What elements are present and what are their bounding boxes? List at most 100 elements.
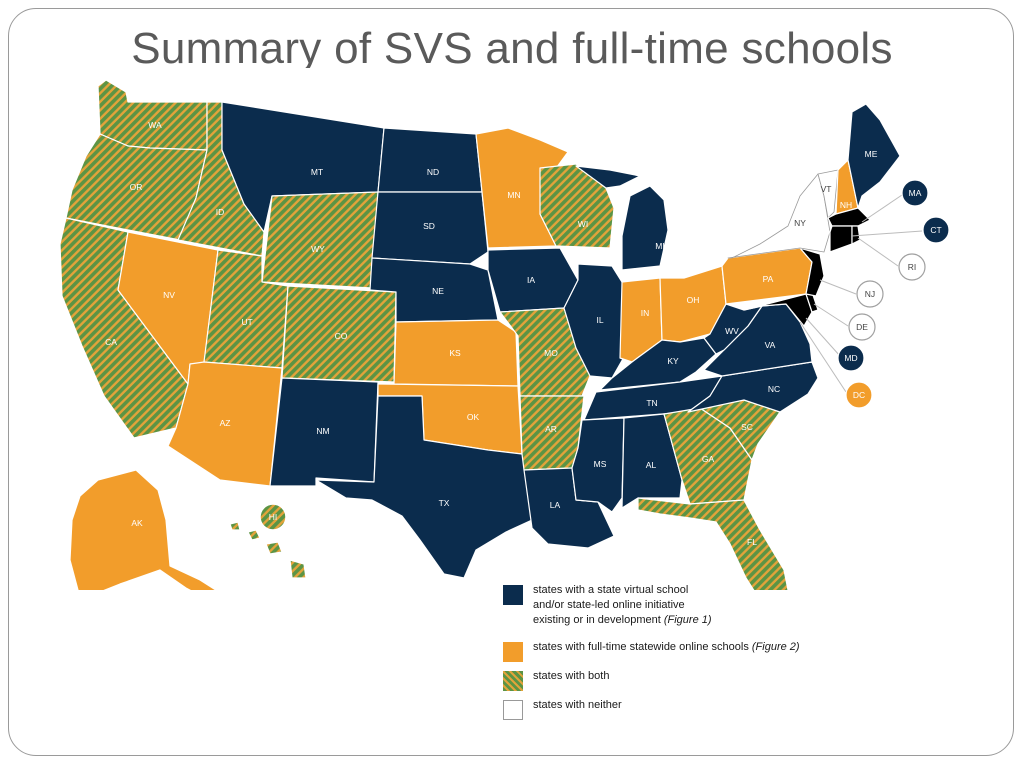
state-TX bbox=[315, 395, 533, 579]
label-ID: ID bbox=[216, 207, 225, 217]
callout-label-ri: RI bbox=[908, 262, 917, 272]
callout-label-md: MD bbox=[844, 353, 857, 363]
state-ND bbox=[377, 127, 483, 193]
legend-item-fulltime: states with full-time statewide online s… bbox=[503, 640, 883, 662]
legend-item-svs: states with a state virtual school and/o… bbox=[503, 583, 883, 628]
state-ME bbox=[847, 103, 901, 209]
us-map: MA CT RI NJ DE MD DC WA OR CA NV ID MT WY UT A… bbox=[59, 79, 950, 590]
callout-circle-nj bbox=[856, 280, 884, 308]
label-ME: ME bbox=[865, 149, 878, 159]
label-MT: MT bbox=[311, 167, 323, 177]
state-FL bbox=[637, 497, 789, 590]
label-NY: NY bbox=[794, 218, 806, 228]
label-GA: GA bbox=[702, 454, 715, 464]
label-IL: IL bbox=[596, 315, 603, 325]
label-CA: CA bbox=[105, 337, 117, 347]
legend-swatch-fulltime bbox=[503, 642, 523, 662]
legend-swatch-svs bbox=[503, 585, 523, 605]
label-AZ: AZ bbox=[220, 418, 231, 428]
label-TX: TX bbox=[439, 498, 450, 508]
label-CO: CO bbox=[335, 331, 348, 341]
label-AK: AK bbox=[131, 518, 143, 528]
label-UT: UT bbox=[241, 317, 252, 327]
callout-circle-md bbox=[837, 344, 865, 372]
callout-ct: CT bbox=[922, 216, 950, 244]
callout-dc: DC bbox=[845, 381, 873, 409]
callout-circle-de bbox=[848, 313, 876, 341]
state-RI bbox=[851, 225, 861, 245]
legend-neither-text: states with neither bbox=[533, 699, 622, 711]
legend-both-text: states with both bbox=[533, 670, 610, 682]
label-VA: VA bbox=[765, 340, 776, 350]
state-IL bbox=[563, 263, 629, 379]
label-AR: AR bbox=[545, 424, 557, 434]
callout-circle-ri bbox=[898, 253, 926, 281]
label-NE: NE bbox=[432, 286, 444, 296]
callout-de: DE bbox=[848, 313, 876, 341]
label-NH: NH bbox=[840, 200, 852, 210]
label-IA: IA bbox=[527, 275, 535, 285]
legend-svs-line3: existing or in development bbox=[533, 614, 661, 626]
label-AL: AL bbox=[646, 460, 657, 470]
legend-fulltime-ref: (Figure 2) bbox=[751, 641, 800, 653]
label-KY: KY bbox=[667, 356, 679, 366]
callout-md: MD bbox=[837, 344, 865, 372]
label-LA: LA bbox=[550, 500, 561, 510]
label-OR: OR bbox=[130, 182, 143, 192]
label-PA: PA bbox=[763, 274, 774, 284]
state-MI bbox=[575, 165, 669, 271]
callout-label-nj: NJ bbox=[865, 289, 875, 299]
label-NC: NC bbox=[768, 384, 780, 394]
label-IN: IN bbox=[641, 308, 650, 318]
legend-fulltime-text: states with full-time statewide online s… bbox=[533, 641, 749, 653]
label-VT: VT bbox=[821, 184, 832, 194]
legend-item-both: states with both bbox=[503, 669, 883, 691]
label-NM: NM bbox=[316, 426, 329, 436]
state-KS bbox=[393, 319, 519, 387]
state-SD bbox=[371, 191, 489, 265]
label-WA: WA bbox=[148, 120, 162, 130]
label-MI: MI bbox=[655, 241, 664, 251]
state-HI bbox=[229, 521, 307, 579]
label-KS: KS bbox=[449, 348, 461, 358]
label-HI: HI bbox=[269, 512, 278, 522]
state-CT bbox=[829, 225, 853, 253]
callout-nj: NJ bbox=[856, 280, 884, 308]
label-TN: TN bbox=[646, 398, 657, 408]
callout-ma: MA bbox=[901, 179, 929, 207]
callout-label-ma: MA bbox=[909, 188, 922, 198]
legend-svs-line2: and/or state-led online initiative bbox=[533, 599, 685, 611]
state-NJ bbox=[799, 247, 825, 297]
label-NV: NV bbox=[163, 290, 175, 300]
callout-circle-ct bbox=[922, 216, 950, 244]
legend-svs-line1: states with a state virtual school bbox=[533, 584, 689, 596]
map-legend: states with a state virtual school and/o… bbox=[503, 583, 883, 722]
slide-title: Summary of SVS and full-time schools bbox=[131, 24, 893, 68]
label-SC: SC bbox=[741, 422, 753, 432]
label-SD: SD bbox=[423, 221, 435, 231]
label-ND: ND bbox=[427, 167, 439, 177]
callout-label-de: DE bbox=[856, 322, 868, 332]
state-VT bbox=[817, 169, 839, 219]
legend-swatch-neither bbox=[503, 700, 523, 720]
hi-circle bbox=[259, 503, 287, 531]
state-AZ bbox=[167, 361, 283, 487]
label-OH: OH bbox=[687, 295, 700, 305]
state-NC bbox=[687, 361, 819, 413]
callout-label-ct: CT bbox=[930, 225, 941, 235]
callout-circle-dc bbox=[845, 381, 873, 409]
state-NY bbox=[727, 173, 831, 259]
label-WI: WI bbox=[578, 219, 588, 229]
label-MN: MN bbox=[507, 190, 520, 200]
label-MO: MO bbox=[544, 348, 558, 358]
callout-circle-ma bbox=[901, 179, 929, 207]
label-OK: OK bbox=[467, 412, 480, 422]
label-MS: MS bbox=[594, 459, 607, 469]
state-NM bbox=[269, 377, 379, 487]
state-AK bbox=[69, 469, 217, 590]
label-FL: FL bbox=[747, 537, 757, 547]
callout-label-dc: DC bbox=[853, 390, 865, 400]
legend-swatch-both bbox=[503, 671, 523, 691]
legend-svs-ref: (Figure 1) bbox=[663, 614, 712, 626]
label-WY: WY bbox=[311, 244, 325, 254]
